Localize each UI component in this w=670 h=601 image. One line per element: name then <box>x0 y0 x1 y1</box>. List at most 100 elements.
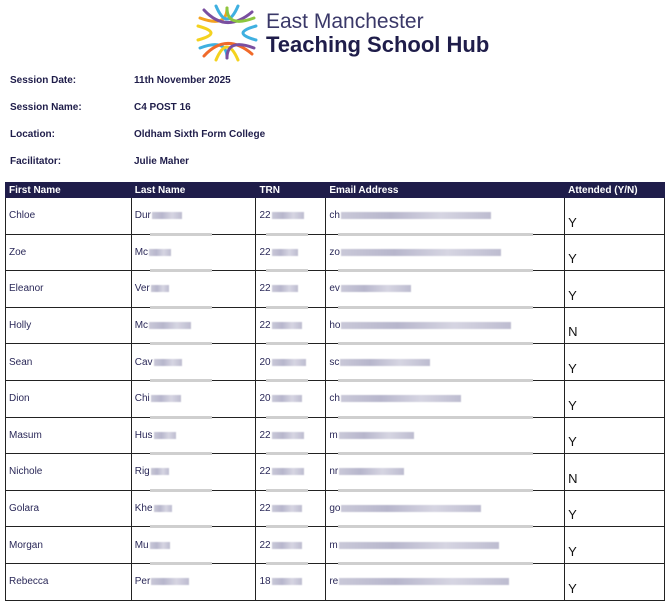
first-name-text: Dion <box>9 393 30 405</box>
logo: East Manchester Teaching School Hub <box>196 4 489 62</box>
last-name-text: Khe <box>134 503 153 515</box>
attended: Y <box>564 379 665 418</box>
attended: Y <box>564 562 665 601</box>
email-address-text: ho <box>329 320 341 332</box>
table-header: First Name Last Name TRN Email Address A… <box>5 182 665 198</box>
attended-text: Y <box>568 543 577 559</box>
first-name: Masum <box>5 416 132 455</box>
last-name: Mc <box>130 233 257 273</box>
attended: N <box>564 453 665 491</box>
redacted-text <box>271 248 298 256</box>
email-address: m <box>325 526 566 565</box>
redacted-text <box>271 285 298 293</box>
col-last-name: Last Name <box>130 182 257 198</box>
redacted-text <box>150 395 181 403</box>
email-address-text: ch <box>329 393 340 405</box>
first-name: Dion <box>5 379 132 418</box>
redacted-text <box>153 358 182 366</box>
first-name: Chloe <box>5 197 132 235</box>
first-name-text: Morgan <box>9 539 43 551</box>
email-address-text: re <box>329 576 339 588</box>
redacted-text <box>340 248 501 256</box>
col-trn: TRN <box>255 182 327 198</box>
first-name-text: Rebecca <box>9 576 49 588</box>
first-name: Golara <box>5 489 132 528</box>
first-name-text: Sean <box>9 356 33 368</box>
redacted-text <box>271 395 302 403</box>
first-name: Morgan <box>5 526 132 564</box>
email-address-text: sc <box>329 356 340 368</box>
col-email: Email Address <box>325 182 566 198</box>
trn-text: 22 <box>259 283 271 295</box>
attended-text: N <box>568 470 578 486</box>
facilitator-row: Facilitator: Julie Maher <box>10 156 189 167</box>
attended-text: Y <box>568 397 577 413</box>
redacted-text <box>340 395 461 403</box>
redacted-text <box>341 504 482 512</box>
attended-text: Y <box>568 214 577 230</box>
attended-text: N <box>568 324 578 340</box>
redacted-text <box>153 504 172 512</box>
redacted-text <box>271 541 302 549</box>
redacted-text <box>271 212 304 220</box>
redacted-text <box>271 578 302 586</box>
trn-text: 22 <box>259 539 271 551</box>
redacted-text <box>271 431 304 439</box>
email-address: m <box>325 416 566 456</box>
attended-text: Y <box>568 251 577 267</box>
table-row: Sean Cav 20 sc Y <box>5 343 665 382</box>
redacted-text <box>339 578 510 586</box>
trn-text: 22 <box>259 503 271 515</box>
email-address: go <box>325 489 566 529</box>
table-row: Morgan Mu 22 m Y <box>5 526 665 565</box>
facilitator: Julie Maher <box>134 156 190 167</box>
trn: 18 <box>255 562 327 601</box>
trn: 22 <box>255 270 327 309</box>
first-name-text: Holly <box>9 320 32 332</box>
table-row: Eleanor Ver 22 ev Y <box>5 270 665 309</box>
last-name-text: Rig <box>134 466 150 478</box>
attended-text: Y <box>568 287 577 303</box>
attended-text: Y <box>568 507 577 523</box>
session-name: C4 POST 16 <box>134 102 191 113</box>
table-row: Masum Hus 22 m Y <box>5 416 665 456</box>
email-address: nr <box>325 453 566 492</box>
last-name-text: Chi <box>134 393 150 405</box>
attended: Y <box>564 526 665 564</box>
logo-mark-icon <box>196 4 258 62</box>
session-date: 11th November 2025 <box>134 75 231 86</box>
session-name-row: Session Name: C4 POST 16 <box>10 102 191 113</box>
table-row: Holly Mc 22 ho N <box>5 306 665 346</box>
first-name-text: Nichole <box>9 466 43 478</box>
trn: 22 <box>255 416 327 456</box>
trn: 20 <box>255 379 327 419</box>
trn: 22 <box>255 489 327 529</box>
first-name-text: Golara <box>9 503 40 515</box>
last-name: Mu <box>130 526 257 565</box>
trn: 22 <box>255 233 327 273</box>
redacted-text <box>271 468 304 476</box>
last-name: Dur <box>130 197 257 236</box>
redacted-text <box>271 504 302 512</box>
trn-text: 22 <box>259 246 271 258</box>
redacted-text <box>341 321 512 329</box>
redacted-text <box>338 431 414 439</box>
label: Facilitator: <box>10 156 62 167</box>
table-row: Zoe Mc 22 zo Y <box>5 233 665 273</box>
last-name-text: Mc <box>134 320 149 332</box>
trn: 22 <box>255 306 327 346</box>
last-name-text: Hus <box>134 429 153 441</box>
redacted-text <box>150 285 169 293</box>
trn-text: 22 <box>259 210 271 222</box>
email-address: re <box>325 562 566 601</box>
trn: 20 <box>255 343 327 382</box>
last-name: Ver <box>130 270 257 309</box>
trn: 22 <box>255 453 327 492</box>
last-name: Rig <box>130 453 257 492</box>
redacted-text <box>338 541 499 549</box>
label: Location: <box>10 129 55 140</box>
table-row: Rebecca Per 18 re Y <box>5 562 665 601</box>
email-address: ho <box>325 306 566 346</box>
table-row: Dion Chi 20 ch Y <box>5 379 665 419</box>
redacted-text <box>150 468 169 476</box>
